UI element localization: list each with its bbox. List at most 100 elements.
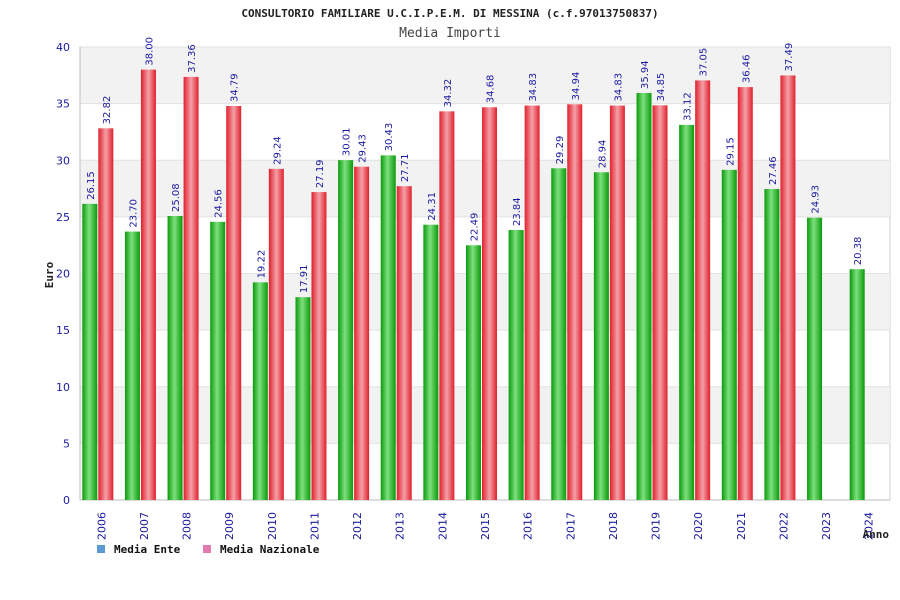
- x-tick-label: 2024: [863, 512, 876, 540]
- x-tick-label: 2015: [479, 512, 492, 540]
- legend: Media Ente Media Nazionale: [97, 543, 320, 556]
- x-axis-label: Anno: [863, 528, 890, 541]
- data-label-media-nazionale: 34.85: [656, 73, 667, 102]
- bar-media-ente: [849, 269, 865, 500]
- x-tick-label: 2023: [820, 512, 833, 540]
- data-label-media-ente: 24.93: [811, 185, 822, 214]
- x-tick-label: 2021: [735, 512, 748, 540]
- data-label-media-ente: 24.56: [214, 189, 225, 218]
- y-tick-label: 25: [56, 211, 70, 224]
- y-tick-label: 40: [56, 41, 70, 54]
- data-label-media-ente: 28.94: [597, 140, 608, 169]
- data-label-media-ente: 29.29: [555, 136, 566, 165]
- y-tick-label: 10: [56, 381, 70, 394]
- data-label-media-nazionale: 36.46: [741, 54, 752, 83]
- data-label-media-nazionale: 29.43: [358, 134, 369, 163]
- bar-media-nazionale: [737, 87, 753, 500]
- data-label-media-ente: 30.01: [342, 127, 353, 156]
- bar-media-ente: [721, 169, 737, 500]
- data-label-media-ente: 27.46: [768, 156, 779, 185]
- data-label-media-ente: 17.91: [299, 265, 310, 294]
- x-tick-label: 2020: [692, 512, 705, 540]
- y-tick-label: 5: [63, 437, 70, 450]
- bar-media-ente: [679, 124, 695, 500]
- data-label-media-ente: 23.70: [128, 199, 139, 228]
- bar-media-ente: [167, 215, 183, 500]
- bar-media-nazionale: [652, 105, 668, 500]
- data-label-media-ente: 25.08: [171, 183, 182, 212]
- legend-swatch-ente: [97, 545, 105, 553]
- x-tick-label: 2008: [181, 512, 194, 540]
- data-label-media-nazionale: 27.19: [315, 159, 326, 188]
- y-tick-label: 15: [56, 324, 70, 337]
- y-tick-label: 30: [56, 154, 70, 167]
- bar-media-nazionale: [482, 107, 497, 501]
- data-label-media-ente: 20.38: [853, 237, 864, 266]
- bar-media-nazionale: [780, 75, 796, 500]
- legend-label-nazionale: Media Nazionale: [220, 543, 320, 556]
- data-label-media-ente: 22.49: [470, 213, 481, 242]
- x-tick-label: 2016: [522, 512, 535, 540]
- bar-media-ente: [380, 155, 396, 500]
- data-label-media-nazionale: 29.24: [272, 136, 283, 165]
- y-axis-label: Euro: [43, 261, 56, 288]
- bar-media-nazionale: [98, 128, 114, 500]
- y-tick-label: 35: [56, 98, 70, 111]
- data-label-media-nazionale: 37.49: [784, 43, 795, 72]
- bar-media-ente: [551, 168, 567, 500]
- bar-media-nazionale: [183, 76, 199, 500]
- data-label-media-nazionale: 34.83: [613, 73, 624, 102]
- data-label-media-nazionale: 32.82: [102, 96, 113, 125]
- bar-media-ente: [508, 230, 524, 500]
- y-tick-label: 20: [56, 268, 70, 281]
- bar-media-nazionale: [439, 111, 455, 501]
- bar-media-nazionale: [567, 104, 583, 500]
- data-label-media-nazionale: 38.00: [144, 37, 155, 66]
- data-label-media-ente: 35.94: [640, 60, 651, 89]
- data-label-media-nazionale: 34.68: [486, 75, 497, 104]
- data-labels: 26.15 32.82 23.70 38.00 25.08 37.36 24.56 34.79…: [86, 37, 864, 293]
- bar-media-ente: [252, 282, 268, 500]
- data-label-media-nazionale: 37.05: [699, 48, 710, 77]
- x-tick-label: 2014: [436, 512, 449, 540]
- bar-media-nazionale: [268, 168, 284, 500]
- data-label-media-nazionale: 37.36: [187, 44, 198, 73]
- bar-media-nazionale: [524, 105, 540, 501]
- bar-media-ente: [338, 160, 354, 500]
- x-tick-label: 2022: [777, 512, 790, 540]
- x-tick-label: 2009: [223, 512, 236, 540]
- x-tick-label: 2011: [308, 512, 321, 540]
- chart-title: CONSULTORIO FAMILIARE U.C.I.P.E.M. DI ME…: [241, 7, 658, 20]
- legend-swatch-nazionale: [203, 545, 211, 553]
- x-tick-label: 2017: [564, 512, 577, 540]
- data-label-media-ente: 29.15: [725, 137, 736, 166]
- bar-media-nazionale: [695, 80, 711, 500]
- bar-media-nazionale: [354, 166, 370, 500]
- bar-media-nazionale: [396, 186, 412, 500]
- bar-media-nazionale: [226, 106, 242, 501]
- bar-media-nazionale: [311, 192, 327, 501]
- data-label-media-ente: 19.22: [256, 250, 267, 279]
- x-tick-label: 2013: [394, 512, 407, 540]
- data-label-media-ente: 26.15: [86, 171, 97, 200]
- bar-media-ente: [124, 231, 140, 500]
- x-tick-label: 2007: [138, 512, 151, 540]
- bar-media-ente: [466, 245, 481, 500]
- bar-media-ente: [423, 224, 439, 500]
- data-label-media-ente: 30.43: [384, 123, 395, 152]
- bar-media-ente: [636, 92, 652, 501]
- x-tick-label: 2010: [266, 512, 279, 540]
- data-label-media-ente: 33.12: [683, 92, 694, 121]
- bar-media-ente: [295, 297, 311, 500]
- data-label-media-nazionale: 27.71: [400, 154, 411, 183]
- data-label-media-ente: 24.31: [427, 192, 438, 221]
- bar-media-ente: [210, 221, 226, 500]
- y-tick-label: 0: [63, 494, 70, 507]
- bars: [82, 69, 865, 501]
- data-label-media-nazionale: 34.32: [443, 79, 454, 108]
- x-tick-label: 2006: [95, 512, 108, 540]
- x-tick-label: 2018: [607, 512, 620, 540]
- legend-label-ente: Media Ente: [114, 543, 181, 556]
- data-label-media-nazionale: 34.79: [230, 73, 241, 102]
